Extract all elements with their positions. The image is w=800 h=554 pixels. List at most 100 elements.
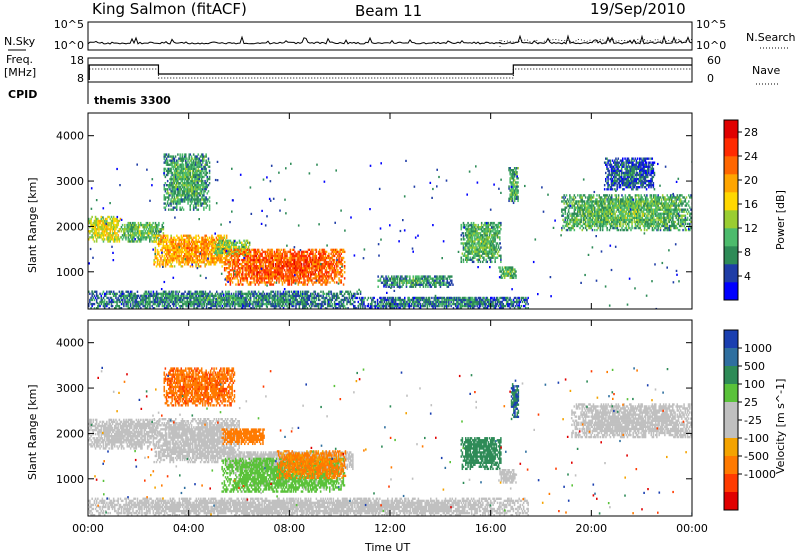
power-cell — [329, 304, 331, 308]
power-cell — [271, 290, 274, 293]
power-cell — [280, 271, 283, 274]
power-cell — [243, 292, 245, 296]
power-cell — [311, 269, 313, 272]
power-cell — [252, 304, 254, 308]
power-cell — [93, 228, 96, 231]
power-cell — [308, 260, 311, 264]
power-cell — [137, 236, 140, 239]
power-cell — [334, 250, 337, 254]
power-cell — [173, 186, 176, 189]
power-cell — [202, 198, 204, 201]
power-cell — [345, 296, 347, 300]
power-cell — [201, 290, 203, 293]
power-cell — [338, 260, 340, 264]
power-cell — [199, 159, 202, 162]
power-cell — [179, 304, 182, 308]
power-cell — [243, 279, 245, 282]
power-cell — [196, 196, 198, 199]
power-cell — [169, 182, 171, 185]
power-cell — [109, 217, 112, 221]
power-cell — [261, 269, 263, 272]
power-cell — [133, 296, 135, 300]
power-cell — [380, 307, 382, 309]
power-cell — [179, 188, 181, 191]
power-cell — [171, 155, 173, 158]
power-cell — [110, 304, 113, 308]
power-cell — [266, 302, 269, 306]
power-cell — [334, 302, 337, 306]
power-cell — [296, 290, 298, 293]
power-cell — [305, 254, 307, 258]
power-cell — [115, 226, 117, 229]
power-cell — [149, 223, 151, 227]
power-cell — [216, 302, 218, 306]
power-cell — [185, 238, 187, 242]
power-cell — [90, 236, 92, 239]
power-cell — [237, 248, 240, 252]
power-cell — [174, 173, 177, 177]
frequency-trace — [88, 64, 692, 80]
power-cell — [288, 258, 291, 262]
power-cell — [315, 260, 318, 264]
power-cell — [192, 169, 195, 173]
power-cell — [269, 271, 271, 274]
power-cell — [189, 153, 192, 156]
power-cell — [200, 173, 203, 177]
power-cell — [182, 261, 185, 264]
power-cell — [206, 294, 209, 298]
power-cell — [296, 254, 298, 258]
power-cell — [179, 173, 181, 177]
power-cell — [195, 292, 198, 296]
power-cell — [354, 294, 356, 298]
power-cell — [330, 277, 332, 280]
power-cell — [248, 256, 251, 260]
power-cell — [168, 208, 170, 211]
power-cell — [192, 186, 195, 189]
power-cell — [164, 188, 167, 191]
power-cell — [217, 298, 219, 302]
power-cell — [299, 265, 302, 268]
power-cell — [197, 167, 200, 171]
power-cell — [294, 292, 296, 296]
power-cell — [302, 269, 304, 272]
power-cell — [271, 283, 274, 286]
power-cell — [317, 298, 320, 302]
power-cell — [210, 292, 212, 296]
power-cell — [176, 206, 178, 209]
power-cell — [293, 281, 295, 284]
power-cell — [328, 260, 330, 264]
power-cell — [173, 159, 176, 162]
power-cell — [360, 296, 363, 300]
power-cell — [228, 277, 230, 280]
power-cell — [384, 307, 387, 309]
power-cell — [288, 271, 291, 274]
power-cell — [331, 267, 334, 270]
power-cell — [304, 281, 306, 284]
power-cell — [251, 248, 253, 252]
power-cell — [204, 238, 206, 242]
power-cell — [291, 292, 294, 296]
power-cell — [348, 292, 351, 296]
power-cell — [206, 163, 209, 166]
power-cell — [257, 290, 260, 293]
noise-left-tick-bottom: 10^0 — [54, 39, 84, 52]
power-cell — [186, 292, 189, 296]
power-cell — [105, 223, 107, 227]
power-cell — [205, 250, 208, 254]
power-cell — [230, 292, 233, 296]
power-cell — [224, 263, 227, 266]
power-cell — [172, 161, 175, 164]
power-cell — [302, 300, 304, 304]
power-cell — [315, 269, 318, 272]
power-cell — [337, 262, 339, 266]
power-cell — [115, 232, 117, 235]
power-cell — [269, 254, 271, 258]
power-cell — [149, 296, 151, 300]
power-cell — [168, 292, 170, 296]
power-cell — [171, 171, 173, 175]
power-cell — [281, 302, 284, 306]
power-cell — [251, 275, 253, 278]
power-cell — [166, 169, 169, 173]
power-cell — [325, 292, 328, 296]
power-cell — [302, 298, 304, 302]
